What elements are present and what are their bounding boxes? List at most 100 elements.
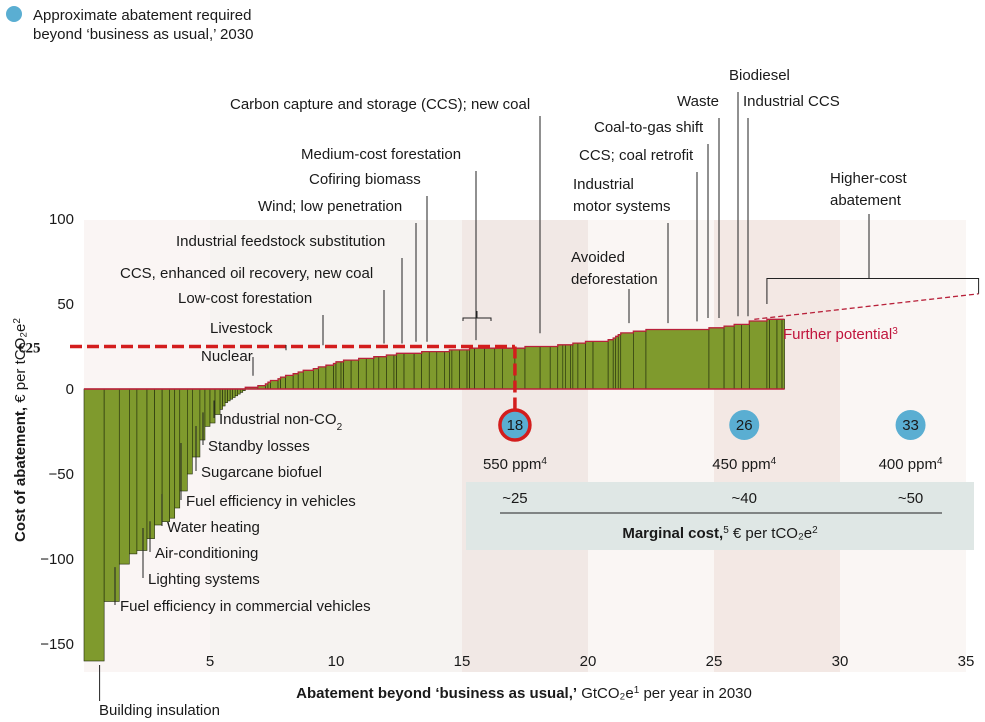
x-tick-label: 10	[328, 653, 345, 670]
bar	[577, 342, 586, 390]
bar	[227, 388, 231, 402]
bar	[436, 351, 445, 390]
annotation-group: Avoided deforestation	[571, 249, 658, 324]
bar	[403, 352, 415, 390]
bar	[562, 344, 566, 390]
bar	[270, 380, 279, 390]
scenario-marker-value: 18	[507, 417, 524, 434]
annotation-label: Livestock	[210, 320, 273, 337]
bar	[741, 324, 750, 390]
bar	[340, 361, 344, 390]
bar	[313, 368, 319, 390]
further-potential-line	[754, 293, 979, 320]
bar	[234, 388, 239, 397]
bar	[615, 335, 619, 390]
bar	[723, 325, 735, 390]
x-tick-label: 35	[958, 653, 975, 670]
bar	[620, 332, 634, 390]
annotation-label: Industrial feedstock substitution	[176, 233, 385, 250]
bar	[748, 320, 768, 390]
bar	[585, 341, 594, 390]
legend-marker	[6, 6, 22, 22]
legend-label: beyond ‘business as usual,’ 2030	[33, 26, 253, 43]
bar	[549, 346, 559, 390]
annotation-label: Wind; low penetration	[258, 198, 402, 215]
bar	[219, 388, 223, 410]
bar	[302, 369, 314, 390]
annotation-label-below: Fuel efficiency in vehicles	[186, 493, 356, 510]
marginal-cost-label: Marginal cost,5 € per tCO₂e2	[622, 525, 818, 543]
annotation-group: Wind; low penetration	[258, 198, 417, 342]
bar	[469, 347, 475, 390]
y-tick-label: −50	[49, 466, 74, 483]
band-1	[210, 220, 462, 672]
scenario-cost-label: ~50	[898, 490, 923, 507]
further-potential-label: Further potential3	[783, 326, 898, 344]
bar	[118, 388, 130, 565]
annotation-group: Cofiring biomass	[309, 171, 428, 342]
annotation-label: Biodiesel	[729, 67, 790, 84]
annotation-label: Cofiring biomass	[309, 171, 421, 188]
bar	[335, 361, 342, 390]
annotation-label: deforestation	[571, 271, 658, 288]
leader-line	[766, 214, 980, 304]
bar	[187, 388, 193, 475]
bar	[766, 318, 770, 390]
bar	[378, 356, 387, 390]
annotation-label: CCS, enhanced oil recovery, new coal	[120, 265, 373, 282]
y-tick-label: −100	[40, 551, 74, 568]
bar	[280, 376, 286, 390]
bar	[154, 388, 163, 526]
annotation-label: Carbon capture and storage (CCS); new co…	[230, 96, 530, 113]
bar	[557, 344, 564, 390]
annotation-label: Industrial CCS	[743, 93, 840, 110]
bar	[572, 342, 579, 390]
annotation-label: Industrial	[573, 176, 634, 193]
bar	[222, 388, 226, 407]
bar	[174, 388, 181, 509]
annotation-label-below: Industrial non-CO2	[219, 411, 343, 433]
annotation-group: CCS, enhanced oil recovery, new coal	[120, 265, 385, 344]
bar	[708, 327, 725, 390]
bar	[229, 388, 233, 400]
bar	[350, 359, 359, 390]
annotation-group: Industrial CCS	[743, 93, 840, 317]
y-tick-label: 0	[66, 381, 74, 398]
annotation-label: CCS; coal retrofit	[579, 147, 694, 164]
bar	[494, 347, 503, 390]
bar	[318, 366, 327, 390]
bar	[237, 388, 241, 395]
bar	[617, 334, 622, 390]
bar	[103, 388, 120, 602]
bar	[459, 349, 468, 390]
bar	[204, 388, 211, 427]
bar	[373, 356, 380, 390]
annotation-label-below: Air-conditioning	[155, 545, 258, 562]
x-tick-label: 25	[706, 653, 723, 670]
annotation-group: Medium-cost forestation	[301, 146, 477, 341]
bar	[413, 352, 422, 390]
band-4	[714, 220, 840, 672]
bar	[396, 352, 405, 390]
annotation-group: Carbon capture and storage (CCS); new co…	[230, 96, 541, 334]
bar	[428, 351, 438, 390]
annotation-label-below: Sugarcane biofuel	[201, 464, 322, 481]
scenario-marker-value: 33	[902, 417, 919, 434]
annotation-label: Medium-cost forestation	[301, 146, 461, 163]
scenario-cost-label: ~40	[732, 490, 757, 507]
scenario-ppm-label: 450 ppm4	[712, 456, 776, 474]
bar	[444, 351, 450, 390]
annotation-group: Waste	[677, 93, 720, 318]
bar	[169, 388, 176, 519]
y-tick-label: −150	[40, 636, 74, 653]
y-tick-label: 50	[57, 296, 74, 313]
bar	[333, 363, 337, 390]
bar	[466, 349, 470, 390]
bar	[502, 347, 516, 390]
scenario-ppm-label: 400 ppm4	[879, 456, 943, 474]
bar	[733, 324, 743, 390]
bar	[386, 354, 395, 390]
annotation-label: Nuclear	[201, 348, 253, 365]
